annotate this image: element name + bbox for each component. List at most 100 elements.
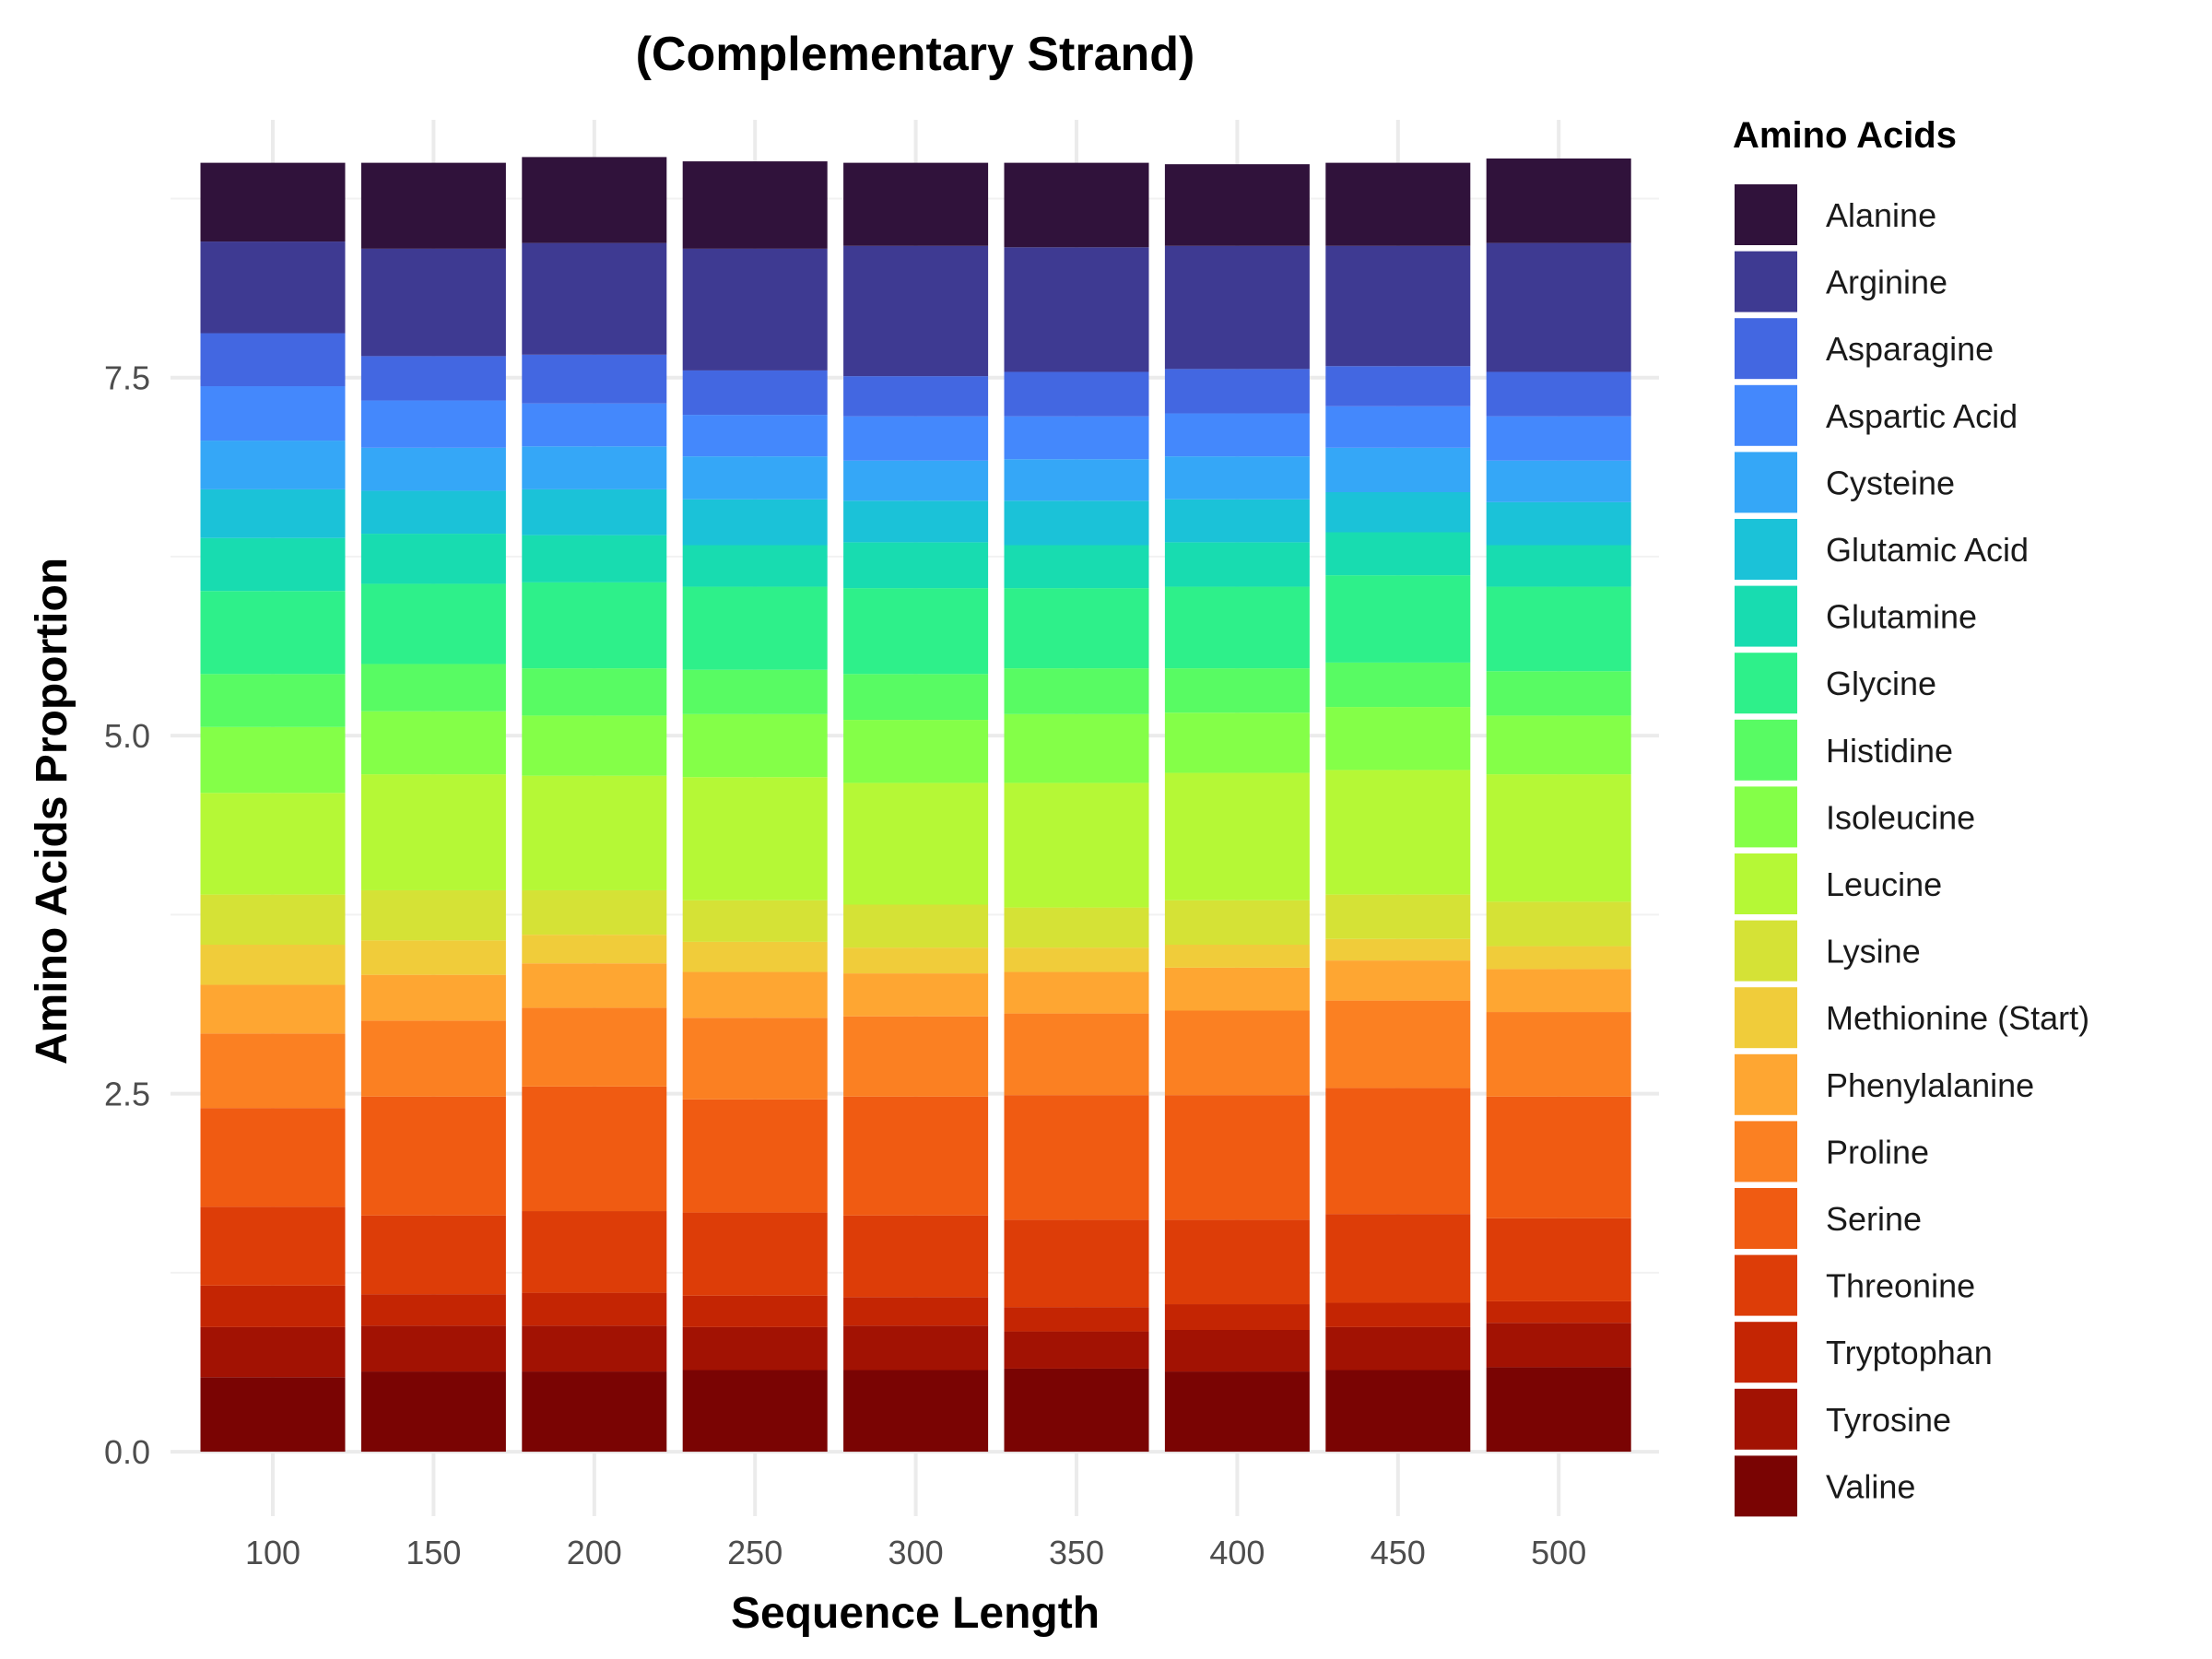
bar-segment: [1486, 671, 1631, 716]
legend-swatch: [1735, 1121, 1797, 1182]
bar-segment: [682, 1212, 828, 1296]
bar-segment: [1325, 938, 1471, 961]
bar-segment: [1486, 501, 1631, 546]
legend-label: Proline: [1826, 1133, 1929, 1171]
bar-segment: [1004, 1219, 1149, 1308]
bar-segment: [682, 713, 828, 778]
x-tick-label: 100: [245, 1534, 300, 1571]
bar-segment: [1325, 366, 1471, 406]
bar-segment: [1325, 894, 1471, 939]
legend-swatch: [1735, 452, 1797, 513]
y-tick-label: 7.5: [104, 359, 150, 397]
bar-segment: [843, 460, 989, 501]
bar-segment: [682, 900, 828, 942]
chart-title: (Complementary Strand): [636, 28, 1195, 81]
bar-segment: [360, 774, 506, 890]
bar-segment: [1004, 713, 1149, 783]
legend-label: Isoleucine: [1826, 798, 1975, 836]
legend-swatch: [1735, 585, 1797, 647]
bar-segment: [1164, 945, 1310, 968]
bar-segment: [360, 974, 506, 1021]
bar-segment: [200, 162, 346, 242]
x-tick-label: 500: [1531, 1534, 1586, 1571]
bar-segment: [1164, 164, 1310, 246]
bar-segment: [1486, 1012, 1631, 1097]
bar-segment: [200, 793, 346, 895]
x-tick-label: 300: [888, 1534, 944, 1571]
legend-label: Threonine: [1826, 1267, 1975, 1305]
bar-segment: [1164, 542, 1310, 587]
bar-segment: [1164, 900, 1310, 946]
bar-segment: [843, 416, 989, 461]
legend-swatch: [1735, 384, 1797, 446]
legend-label: Tyrosine: [1826, 1401, 1951, 1439]
bar-segment: [682, 669, 828, 714]
legend-label: Cysteine: [1826, 464, 1955, 501]
x-tick-label: 400: [1209, 1534, 1265, 1571]
legend: Amino Acids Alanine Arginine Asparagine Asp…: [1733, 115, 2089, 1517]
bar-segment: [843, 1096, 989, 1216]
bar-segment: [1004, 1307, 1149, 1332]
bar-segment: [200, 386, 346, 441]
bar-segment: [1164, 369, 1310, 414]
bar-segment: [522, 157, 667, 243]
bar-segment: [200, 674, 346, 727]
bar-segment: [200, 945, 346, 985]
bar-segment: [200, 241, 346, 334]
legend-label: Glycine: [1826, 665, 1936, 702]
bar-segment: [1486, 1096, 1631, 1218]
bar-segment: [200, 1206, 346, 1286]
legend-swatch: [1735, 184, 1797, 245]
legend-title: Amino Acids: [1733, 115, 1957, 156]
bar-segment: [522, 775, 667, 890]
bar-segment: [1325, 492, 1471, 533]
bar-segment: [360, 356, 506, 401]
bar-segment: [843, 542, 989, 589]
bar-segment: [682, 248, 828, 371]
bar-segment: [1164, 1304, 1310, 1330]
bar-segment: [843, 1215, 989, 1298]
bar-segment: [682, 415, 828, 457]
x-tick-label: 200: [567, 1534, 622, 1571]
bar-segment: [843, 904, 989, 948]
bar-segment: [1004, 247, 1149, 372]
x-tick-label: 250: [727, 1534, 782, 1571]
y-axis-title: Amino Acids Proportion: [28, 558, 76, 1065]
bar-segment: [360, 1020, 506, 1097]
x-tick-label: 350: [1049, 1534, 1104, 1571]
bar-segment: [682, 1018, 828, 1100]
bar-segment: [1325, 245, 1471, 367]
legend-label: Histidine: [1826, 732, 1953, 770]
bar-segment: [1486, 901, 1631, 947]
bar-segment: [1004, 416, 1149, 460]
bar-segment: [1486, 969, 1631, 1013]
bar-segment: [682, 370, 828, 416]
bar-segment: [1325, 406, 1471, 448]
bar-segment: [200, 1285, 346, 1327]
bar-segment: [1325, 1302, 1471, 1327]
bar-segment: [1325, 1000, 1471, 1088]
bar-segment: [1325, 447, 1471, 492]
bar-segment: [1004, 1095, 1149, 1220]
bar-segment: [682, 1370, 828, 1453]
bar-segment: [360, 940, 506, 975]
bar-segment: [1164, 1010, 1310, 1096]
bar-segment: [522, 446, 667, 489]
bar-segment: [1004, 782, 1149, 908]
bar-segment: [1325, 1214, 1471, 1303]
bar-segment: [682, 941, 828, 972]
bar-segment: [200, 726, 346, 794]
bar-segment: [360, 1215, 506, 1295]
bar-segment: [200, 894, 346, 946]
bar-segment: [1004, 500, 1149, 546]
legend-swatch: [1735, 519, 1797, 580]
bar-segment: [360, 1325, 506, 1372]
legend-swatch: [1735, 853, 1797, 914]
bar-segment: [360, 162, 506, 249]
bar-segment: [1164, 668, 1310, 713]
bar-segment: [360, 490, 506, 535]
legend-swatch: [1735, 318, 1797, 380]
bars: [200, 157, 1631, 1453]
legend-swatch: [1735, 653, 1797, 714]
